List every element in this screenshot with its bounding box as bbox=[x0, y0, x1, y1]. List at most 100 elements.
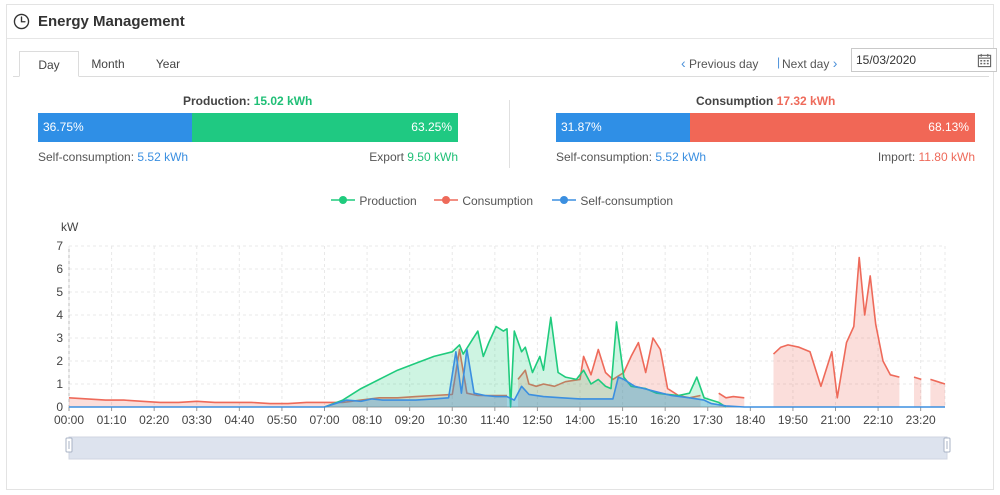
consumption-line bbox=[718, 392, 745, 399]
x-tick-label: 05:50 bbox=[267, 413, 297, 427]
consumption-line bbox=[517, 337, 701, 399]
zoom-slider[interactable] bbox=[65, 436, 951, 460]
production-self-consumption: Self-consumption: 5.52 kWh bbox=[38, 150, 188, 164]
x-tick-label: 10:30 bbox=[437, 413, 467, 427]
y-tick-label: 0 bbox=[56, 400, 63, 414]
energy-chart: kW 0 1 2 3 4 5 6 7 00:00 01:10 02:20 03:30 04:40 05:… bbox=[54, 220, 951, 460]
legend-item-self-consumption[interactable]: Self-consumption bbox=[551, 193, 673, 209]
x-tick-label: 15:10 bbox=[608, 413, 638, 427]
consumption-line bbox=[913, 376, 922, 381]
consumption-import-pct: 68.13% bbox=[928, 120, 969, 134]
x-tick-label: 22:10 bbox=[863, 413, 893, 427]
consumption-area bbox=[930, 379, 945, 407]
clock-icon bbox=[13, 13, 30, 30]
energy-panel: Energy Management Day Month Year ‹ Previ… bbox=[6, 4, 997, 490]
legend-consumption-label: Consumption bbox=[462, 194, 534, 208]
production-self-pct: 36.75% bbox=[43, 120, 84, 134]
x-tick-label: 07:00 bbox=[309, 413, 339, 427]
x-tick-label: 17:30 bbox=[693, 413, 723, 427]
consumption-area bbox=[518, 338, 701, 407]
y-tick-label: 1 bbox=[56, 377, 63, 391]
legend-item-consumption[interactable]: Consumption bbox=[433, 193, 533, 209]
production-export-segment: 63.25% bbox=[192, 113, 458, 142]
x-axis-ticks: 00:00 01:10 02:20 03:30 04:40 05:50 07:00 08:10… bbox=[54, 406, 945, 427]
x-tick-label: 12:50 bbox=[522, 413, 552, 427]
panel-header: Energy Management bbox=[7, 5, 993, 39]
consumption-import-label: Import: bbox=[877, 150, 916, 164]
production-self-label: Self-consumption: bbox=[38, 150, 135, 164]
x-tick-label: 21:00 bbox=[820, 413, 850, 427]
consumption-self-label: Self-consumption: bbox=[556, 150, 653, 164]
next-day-link[interactable]: Next day › bbox=[782, 55, 837, 71]
consumption-import: Import: 11.80 kWh bbox=[845, 150, 975, 164]
x-tick-label: 01:10 bbox=[97, 413, 127, 427]
consumption-line bbox=[68, 348, 507, 405]
tab-month[interactable]: Month bbox=[91, 57, 125, 71]
consumption-title-label: Consumption bbox=[696, 94, 774, 108]
production-title-label: Production: bbox=[183, 94, 251, 108]
nav-separator: | bbox=[777, 55, 781, 69]
legend-item-production[interactable]: Production bbox=[330, 193, 417, 209]
consumption-title: Consumption 17.32 kWh bbox=[696, 94, 835, 108]
x-tick-label: 11:40 bbox=[480, 413, 509, 427]
previous-day-link[interactable]: ‹ Previous day bbox=[681, 55, 758, 71]
x-tick-label: 18:40 bbox=[735, 413, 765, 427]
chevron-right-icon: › bbox=[832, 55, 838, 71]
date-input[interactable] bbox=[852, 49, 970, 71]
consumption-area bbox=[914, 377, 922, 407]
calendar-icon[interactable] bbox=[977, 53, 992, 68]
x-tick-label: 23:20 bbox=[906, 413, 936, 427]
tab-year[interactable]: Year bbox=[155, 57, 181, 71]
y-tick-label: 5 bbox=[56, 285, 63, 299]
x-tick-label: 14:00 bbox=[565, 413, 595, 427]
page-title: Energy Management bbox=[38, 13, 185, 30]
zoom-slider-track[interactable] bbox=[68, 436, 948, 460]
chart-series bbox=[68, 256, 946, 408]
date-picker[interactable] bbox=[851, 48, 997, 72]
zoom-handle-right[interactable] bbox=[943, 437, 951, 453]
x-tick-label: 16:20 bbox=[650, 413, 680, 427]
production-title: Production: 15.02 kWh bbox=[183, 94, 312, 108]
chevron-left-icon: ‹ bbox=[681, 55, 686, 71]
production-area bbox=[324, 317, 726, 407]
production-bar: 36.75% 63.25% bbox=[38, 113, 458, 142]
series-consumption bbox=[68, 256, 946, 407]
x-tick-label: 08:10 bbox=[352, 413, 382, 427]
x-tick-label: 04:40 bbox=[224, 413, 254, 427]
production-legend-icon bbox=[331, 196, 355, 204]
summary-divider bbox=[509, 100, 510, 168]
x-tick-label: 00:00 bbox=[54, 413, 84, 427]
consumption-line bbox=[930, 378, 946, 385]
consumption-legend-icon bbox=[434, 196, 458, 204]
tab-divider bbox=[13, 76, 989, 77]
production-total: 15.02 kWh bbox=[253, 94, 313, 108]
consumption-self-pct: 31.87% bbox=[561, 120, 602, 134]
previous-day-label: Previous day bbox=[689, 57, 759, 71]
y-tick-label: 2 bbox=[56, 354, 63, 368]
x-tick-label: 19:50 bbox=[778, 413, 808, 427]
legend-production-label: Production bbox=[359, 194, 417, 208]
production-self-value: 5.52 kWh bbox=[137, 150, 189, 164]
consumption-self-value: 5.52 kWh bbox=[655, 150, 707, 164]
y-tick-label: 6 bbox=[56, 262, 63, 276]
y-tick-label: 4 bbox=[56, 308, 63, 322]
consumption-import-value: 11.80 kWh bbox=[918, 150, 975, 164]
production-export-value: 9.50 kWh bbox=[407, 150, 458, 164]
consumption-line bbox=[772, 256, 900, 399]
tab-day[interactable]: Day bbox=[19, 51, 79, 77]
chart-legend: Production Consumption Self-consumption bbox=[7, 193, 995, 209]
consumption-self-segment: 31.87% bbox=[556, 113, 690, 142]
production-export-pct: 63.25% bbox=[411, 120, 452, 134]
self-consumption-legend-icon bbox=[552, 196, 576, 204]
self-line bbox=[69, 348, 945, 408]
production-export-label: Export bbox=[369, 150, 404, 164]
consumption-area bbox=[69, 349, 507, 407]
x-tick-label: 02:20 bbox=[139, 413, 169, 427]
x-tick-label: 03:30 bbox=[182, 413, 212, 427]
series-self bbox=[69, 348, 945, 408]
production-export: Export 9.50 kWh bbox=[367, 150, 458, 164]
consumption-area bbox=[718, 393, 745, 407]
zoom-handle-left[interactable] bbox=[65, 437, 73, 453]
y-tick-label: 7 bbox=[56, 239, 63, 253]
production-self-segment: 36.75% bbox=[38, 113, 192, 142]
